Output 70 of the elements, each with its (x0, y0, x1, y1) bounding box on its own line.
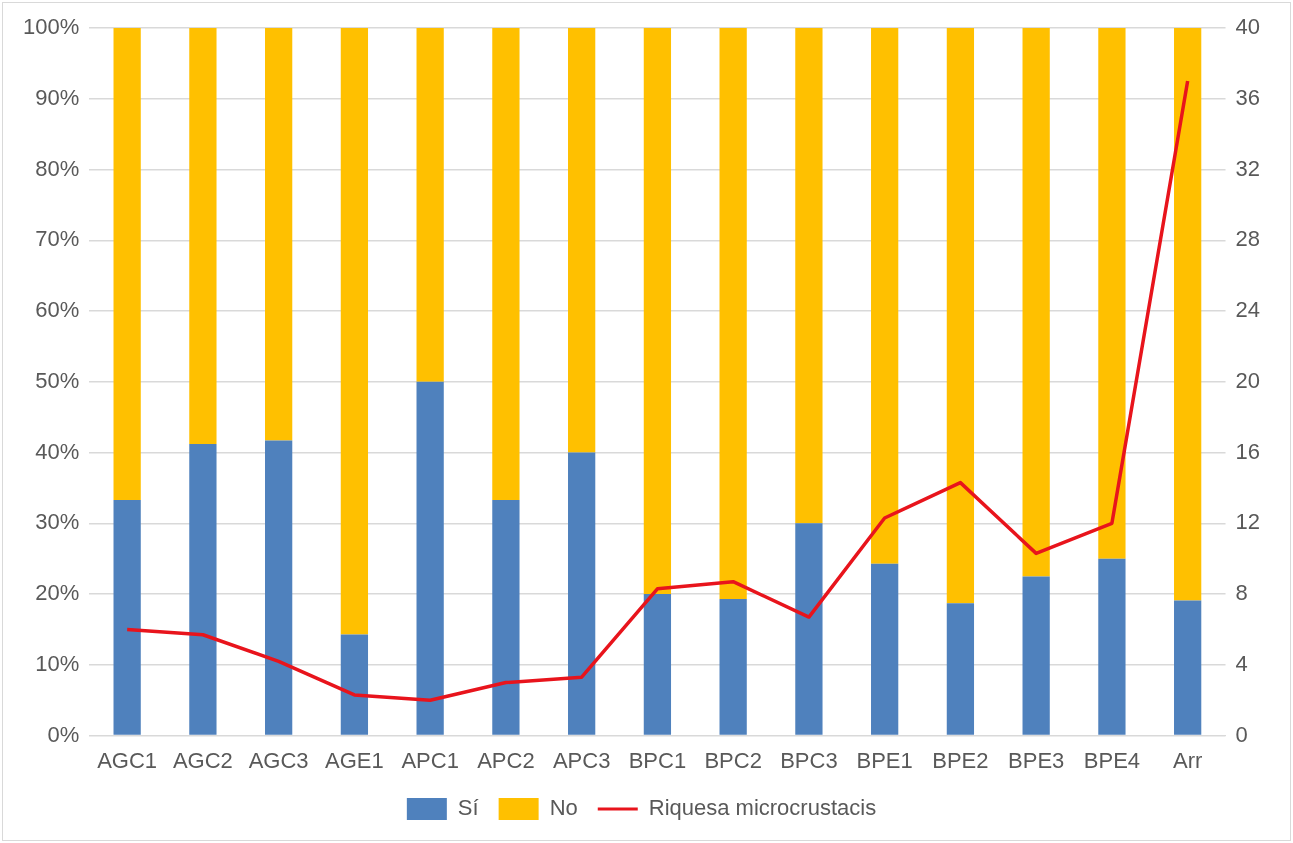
bar (340, 28, 369, 635)
bar (113, 28, 141, 500)
x-tick-label: AGC3 (248, 747, 309, 773)
x-tick-label: BPC2 (704, 747, 762, 773)
bar (113, 499, 141, 735)
bar (719, 28, 747, 600)
x-tick-label: BPE2 (932, 747, 989, 773)
bar (189, 28, 217, 445)
bar (871, 563, 899, 735)
bar (492, 28, 520, 500)
y2-tick-label: 24 (1235, 297, 1261, 323)
y2-tick-label: 40 (1235, 14, 1261, 40)
y2-tick-label: 28 (1235, 226, 1261, 252)
y-tick-label: 100% (22, 14, 80, 40)
x-tick-label: APC1 (401, 747, 459, 773)
y-tick-label: 90% (35, 84, 80, 110)
y2-tick-label: 36 (1235, 84, 1261, 110)
y-tick-label: 80% (35, 155, 80, 181)
bar (719, 599, 747, 735)
y2-tick-label: 8 (1235, 580, 1248, 606)
bar (568, 28, 596, 453)
y-tick-label: 30% (35, 509, 80, 535)
y2-tick-label: 32 (1235, 155, 1261, 181)
bar (1022, 28, 1050, 577)
bar (643, 594, 672, 735)
bar (568, 452, 596, 735)
x-tick-label: Arr (1172, 747, 1203, 773)
x-tick-label: BPE3 (1008, 747, 1065, 773)
bar (340, 634, 369, 735)
bar (492, 499, 520, 735)
x-tick-label: AGC1 (97, 747, 158, 773)
bar (643, 28, 672, 595)
bar (1098, 28, 1126, 559)
x-tick-label: BPC3 (780, 747, 838, 773)
y2-tick-label: 4 (1235, 650, 1248, 676)
y2-tick-label: 20 (1235, 367, 1261, 393)
bar (189, 444, 217, 735)
bar (871, 28, 899, 564)
bar (265, 28, 293, 441)
x-tick-label: BPC1 (628, 747, 687, 773)
bar (416, 381, 444, 735)
legend-label: Riquesa microcrustacis (648, 795, 877, 821)
y2-tick-label: 0 (1235, 721, 1248, 747)
legend-label: No (549, 795, 578, 821)
bar (946, 28, 975, 604)
x-tick-label: AGC2 (172, 747, 233, 773)
bar (1174, 28, 1202, 601)
legend-label: Sí (457, 795, 479, 821)
x-tick-label: BPE1 (856, 747, 913, 773)
y-tick-label: 60% (35, 297, 80, 323)
y-tick-label: 10% (35, 650, 80, 676)
bar (416, 28, 444, 382)
y-tick-label: 50% (35, 367, 80, 393)
bar (946, 603, 975, 735)
x-tick-label: APC2 (477, 747, 535, 773)
bar (265, 440, 293, 735)
y-tick-label: 0% (47, 721, 80, 747)
y-tick-label: 40% (35, 438, 80, 464)
bar (1022, 576, 1050, 735)
bar (795, 28, 823, 524)
x-tick-label: AGE1 (325, 747, 384, 773)
y-tick-label: 20% (35, 580, 80, 606)
y2-tick-label: 12 (1235, 509, 1261, 535)
y2-tick-label: 16 (1235, 438, 1261, 464)
y-tick-label: 70% (35, 226, 80, 252)
bar (795, 523, 823, 735)
x-tick-label: BPE4 (1083, 747, 1141, 773)
bar (1174, 600, 1202, 735)
x-tick-label: APC3 (552, 747, 611, 773)
bar (1098, 558, 1126, 735)
